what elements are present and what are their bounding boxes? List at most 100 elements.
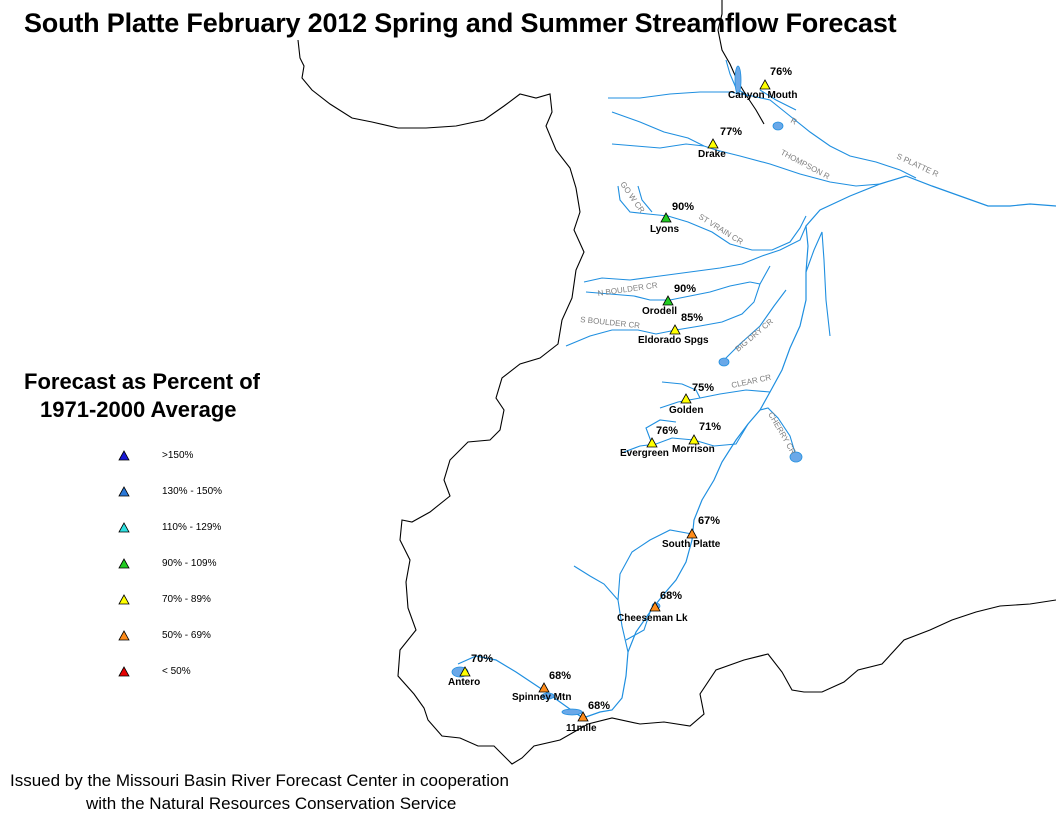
legend-triangle-icon xyxy=(118,594,130,605)
clear-creek xyxy=(659,389,771,409)
site-percent: 90% xyxy=(674,283,696,295)
cherry-creek xyxy=(759,407,797,457)
site-marker xyxy=(686,528,698,539)
river-label: S PLATTE R xyxy=(895,152,940,179)
river-tributary-a xyxy=(573,565,619,601)
site-evergreen: 76% Evergreen xyxy=(620,425,678,459)
footer-line1: Issued by the Missouri Basin River Forec… xyxy=(10,771,509,790)
boulder-creek-link xyxy=(583,225,807,283)
site-percent: 77% xyxy=(720,126,742,138)
legend-item-label: >150% xyxy=(162,450,194,461)
site-name: Evergreen xyxy=(620,448,669,459)
legend-item-label: 130% - 150% xyxy=(162,486,223,497)
site-percent: 76% xyxy=(656,425,678,437)
site-cheeseman-lk: 68% Cheeseman Lk xyxy=(617,590,688,624)
site-marker xyxy=(660,212,672,223)
site-marker xyxy=(707,138,719,149)
thompson-upper xyxy=(611,111,705,147)
northern-boundary xyxy=(717,0,765,125)
site-11mile: 68% 11mile xyxy=(566,700,610,734)
site-name: Morrison xyxy=(672,444,715,455)
site-percent: 67% xyxy=(698,515,720,527)
legend-item-label: 90% - 109% xyxy=(162,558,217,569)
site-name: Drake xyxy=(698,149,726,160)
site-percent: 68% xyxy=(660,590,682,602)
site-marker xyxy=(662,295,674,306)
poudre-fork xyxy=(759,89,797,111)
river-label: S BOULDER CR xyxy=(580,315,641,330)
site-marker xyxy=(688,434,700,445)
lake-elevenmile xyxy=(561,708,583,716)
map-title: South Platte February 2012 Spring and Su… xyxy=(24,8,897,38)
site-name: Orodell xyxy=(642,306,677,317)
site-name: Canyon Mouth xyxy=(728,90,797,101)
s-boulder-creek xyxy=(565,265,771,347)
site-percent: 85% xyxy=(681,312,703,324)
site-canyon-mouth: 76% Canyon Mouth xyxy=(728,66,797,101)
river-label: CHERRY CR xyxy=(766,411,798,457)
bear-creek xyxy=(623,423,749,453)
legend-title-line1: Forecast as Percent of xyxy=(24,369,260,394)
site-marker xyxy=(538,682,550,693)
legend-triangle-icon xyxy=(118,486,130,497)
site-name: Spinney Mtn xyxy=(512,692,571,703)
creek-connector xyxy=(749,281,761,285)
thompson-river xyxy=(611,143,881,187)
footer-line2: with the Natural Resources Conservation … xyxy=(86,794,457,813)
site-name: South Platte xyxy=(662,539,721,550)
footer-credit: Issued by the Missouri Basin River Forec… xyxy=(10,769,509,815)
legend-item-label: 70% - 89% xyxy=(162,594,211,605)
river-label: ST VRAIN CR xyxy=(697,212,745,247)
bear-creek-fork xyxy=(645,419,677,445)
clear-creek-fork xyxy=(661,381,701,399)
legend-item-label: < 50% xyxy=(162,666,191,677)
site-name: Cheeseman Lk xyxy=(617,613,688,624)
site-percent: 68% xyxy=(588,700,610,712)
site-name: Antero xyxy=(448,677,480,688)
site-percent: 71% xyxy=(699,421,721,433)
site-percent: 76% xyxy=(770,66,792,78)
site-marker xyxy=(459,666,471,677)
site-orodell: 90% Orodell xyxy=(642,283,696,317)
site-marker xyxy=(680,393,692,404)
lake-cherry-creek xyxy=(789,451,803,463)
site-drake: 77% Drake xyxy=(698,126,742,160)
site-marker xyxy=(669,324,681,335)
site-percent: 90% xyxy=(672,201,694,213)
legend-triangle-icon xyxy=(118,558,130,569)
river-north-fork xyxy=(617,529,693,653)
legend-triangle-icon xyxy=(118,666,130,677)
site-name: 11mile xyxy=(566,723,597,734)
lake-standley xyxy=(718,357,730,367)
basin-boundary xyxy=(297,39,1056,765)
legend-title: Forecast as Percent of 1971-2000 Average xyxy=(24,368,260,424)
poudre-upper xyxy=(725,59,749,97)
site-lyons: 90% Lyons xyxy=(650,201,694,235)
legend-triangle-icon xyxy=(118,450,130,461)
site-marker xyxy=(646,437,658,448)
site-golden: 75% Golden xyxy=(669,382,714,416)
lake-northeast xyxy=(772,121,784,131)
river-label: CLEAR CR xyxy=(731,373,773,390)
poudre-river xyxy=(608,91,917,179)
site-morrison: 71% Morrison xyxy=(672,421,721,455)
legend-item-label: 110% - 129% xyxy=(162,522,222,533)
st-vrain-creek xyxy=(617,185,807,251)
river-label: R xyxy=(789,116,799,127)
st-vrain-fork xyxy=(637,185,653,213)
legend-triangle-icon xyxy=(118,630,130,641)
big-dry-creek xyxy=(723,289,787,361)
river-label: GO W CR xyxy=(618,180,646,215)
site-spinney-mtn: 68% Spinney Mtn xyxy=(512,670,571,703)
legend-item-label: 50% - 69% xyxy=(162,630,211,641)
river-label: BIG DRY CR xyxy=(734,317,775,354)
river-tributary-b xyxy=(625,611,651,641)
site-percent: 70% xyxy=(471,653,493,665)
creek-upper-right xyxy=(805,231,831,337)
legend-title-line2: 1971-2000 Average xyxy=(40,397,237,422)
site-marker xyxy=(577,711,589,722)
site-eldorado-spgs: 85% Eldorado Spgs xyxy=(638,312,709,346)
site-antero: 70% Antero xyxy=(448,653,493,688)
site-south-platte: 67% South Platte xyxy=(662,515,721,550)
river-label: THOMPSON R xyxy=(779,148,831,182)
